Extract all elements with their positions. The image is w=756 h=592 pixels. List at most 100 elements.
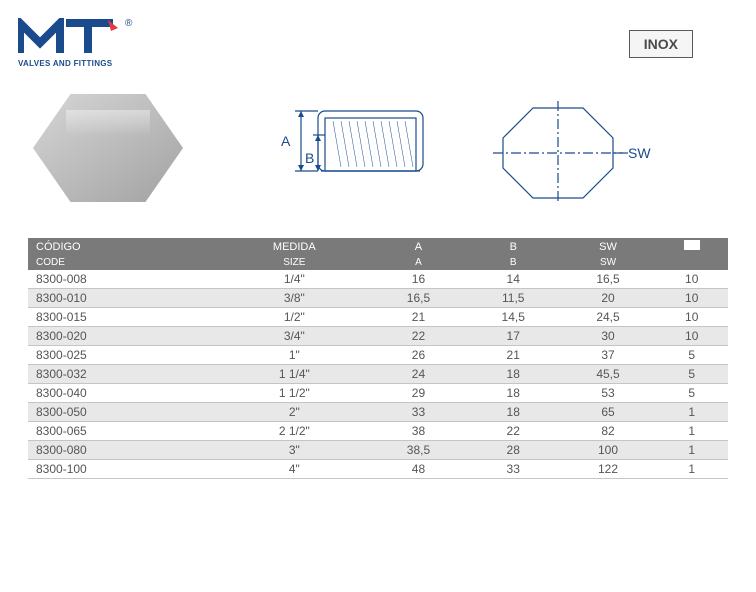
table-row: 8300-0103/8"16,511,52010 [28,289,728,308]
table-header: CÓDIGO MEDIDA A B SW CODE SIZE A B SW [28,238,728,270]
col-size: MEDIDA [218,238,371,255]
cell-code: 8300-050 [28,403,218,422]
cell-qty: 5 [655,365,728,384]
cell-a: 16 [371,270,466,289]
table-row: 8300-0502"3318651 [28,403,728,422]
cell-code: 8300-040 [28,384,218,403]
cell-code: 8300-065 [28,422,218,441]
cell-b: 21 [466,346,561,365]
col-qty [655,238,728,255]
col-sw-sub: SW [561,255,656,270]
table-row: 8300-0081/4"161416,510 [28,270,728,289]
cell-sw: 65 [561,403,656,422]
cell-size: 3/8" [218,289,371,308]
cell-sw: 45,5 [561,365,656,384]
cell-size: 1/2" [218,308,371,327]
cell-b: 33 [466,460,561,479]
cell-code: 8300-015 [28,308,218,327]
package-icon [684,240,700,250]
cell-code: 8300-008 [28,270,218,289]
cell-sw: 122 [561,460,656,479]
table-row: 8300-1004"48331221 [28,460,728,479]
material-badge: INOX [629,30,693,58]
cell-code: 8300-020 [28,327,218,346]
cell-a: 26 [371,346,466,365]
label-sw: SW [628,145,651,161]
section-drawing: A B [263,93,438,203]
col-a: A [371,238,466,255]
cell-qty: 1 [655,441,728,460]
col-a-sub: A [371,255,466,270]
spec-table: CÓDIGO MEDIDA A B SW CODE SIZE A B SW 83… [28,238,728,479]
cell-a: 48 [371,460,466,479]
cell-sw: 82 [561,422,656,441]
header: ® VALVES AND FITTINGS INOX [18,18,738,68]
cell-b: 17 [466,327,561,346]
cell-code: 8300-080 [28,441,218,460]
logo-mark [18,18,123,58]
col-size-sub: SIZE [218,255,371,270]
table-row: 8300-0203/4"22173010 [28,327,728,346]
cell-sw: 37 [561,346,656,365]
cell-qty: 5 [655,346,728,365]
table-row: 8300-0652 1/2"3822821 [28,422,728,441]
cell-b: 18 [466,403,561,422]
cell-sw: 16,5 [561,270,656,289]
brand-logo: ® VALVES AND FITTINGS [18,18,132,68]
cell-b: 14,5 [466,308,561,327]
cell-a: 16,5 [371,289,466,308]
label-a: A [281,133,291,149]
table-row: 8300-0321 1/4"241845,55 [28,365,728,384]
label-b: B [305,150,314,166]
cell-size: 1/4" [218,270,371,289]
technical-drawings: A B SW [263,93,658,203]
cell-size: 1 1/2" [218,384,371,403]
cell-code: 8300-010 [28,289,218,308]
cell-a: 24 [371,365,466,384]
cell-a: 38 [371,422,466,441]
cell-qty: 10 [655,327,728,346]
col-b-sub: B [466,255,561,270]
cell-code: 8300-025 [28,346,218,365]
cell-b: 14 [466,270,561,289]
table-row: 8300-0803"38,5281001 [28,441,728,460]
cell-size: 1 1/4" [218,365,371,384]
cell-b: 18 [466,384,561,403]
table-row: 8300-0151/2"2114,524,510 [28,308,728,327]
cell-b: 28 [466,441,561,460]
cell-a: 22 [371,327,466,346]
cell-b: 11,5 [466,289,561,308]
cell-sw: 53 [561,384,656,403]
cell-b: 22 [466,422,561,441]
cell-qty: 1 [655,422,728,441]
cell-qty: 10 [655,289,728,308]
cell-qty: 10 [655,308,728,327]
cell-size: 3/4" [218,327,371,346]
cell-a: 29 [371,384,466,403]
table-row: 8300-0251"2621375 [28,346,728,365]
brand-tagline: VALVES AND FITTINGS [18,59,132,68]
cell-b: 18 [466,365,561,384]
cell-size: 1" [218,346,371,365]
table-body: 8300-0081/4"161416,5108300-0103/8"16,511… [28,270,728,479]
col-b: B [466,238,561,255]
cell-qty: 5 [655,384,728,403]
cell-sw: 24,5 [561,308,656,327]
col-qty-sub [655,255,728,270]
cell-size: 3" [218,441,371,460]
trademark-symbol: ® [125,18,132,29]
cell-code: 8300-100 [28,460,218,479]
cell-qty: 1 [655,403,728,422]
cell-size: 2 1/2" [218,422,371,441]
cell-size: 4" [218,460,371,479]
cell-sw: 30 [561,327,656,346]
cell-sw: 100 [561,441,656,460]
cell-sw: 20 [561,289,656,308]
diagram-row: A B SW [33,88,738,208]
octagon-drawing: SW [488,93,658,203]
col-code-sub: CODE [28,255,218,270]
cell-qty: 1 [655,460,728,479]
cell-a: 38,5 [371,441,466,460]
cell-a: 33 [371,403,466,422]
product-photo [33,88,183,208]
